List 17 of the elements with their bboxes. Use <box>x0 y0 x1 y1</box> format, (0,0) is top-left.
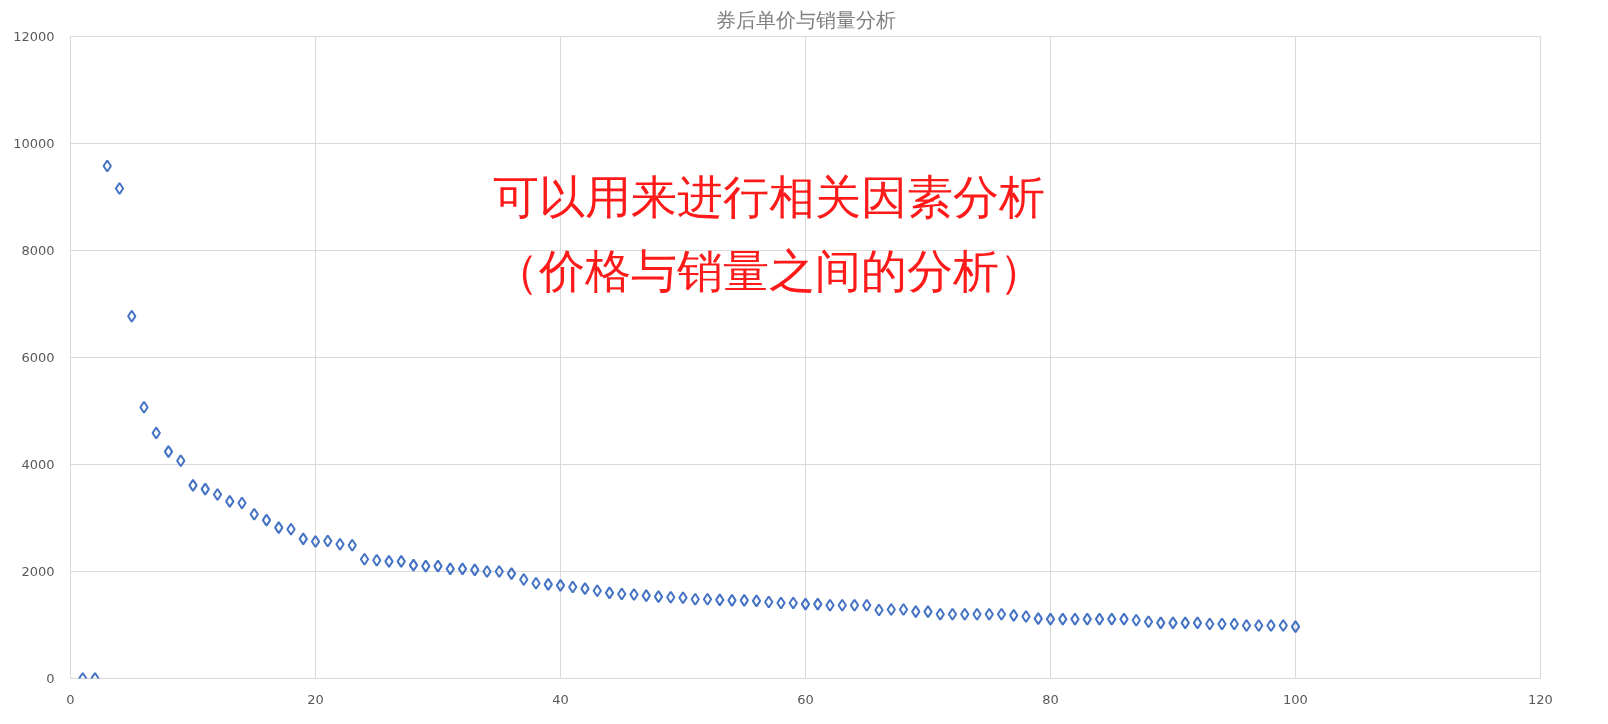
y-tick-label: 8000 <box>21 243 55 258</box>
x-tick-label: 0 <box>66 691 75 707</box>
y-tick-label: 4000 <box>21 457 55 472</box>
annotation: 可以用来进行相关因素分析 <box>492 170 1045 224</box>
x-tick-label: 60 <box>797 691 814 707</box>
x-tick-label: 100 <box>1283 691 1308 707</box>
y-tick-label: 12000 <box>13 29 55 44</box>
x-tick-label: 120 <box>1528 691 1553 707</box>
chart-title: 券后单价与销量分析 <box>715 7 896 32</box>
y-tick-label: 6000 <box>21 350 55 365</box>
x-tick-label: 40 <box>552 691 569 707</box>
annotation: （价格与销量之间的分析） <box>492 243 1045 298</box>
y-tick-label: 10000 <box>13 136 55 151</box>
x-tick-label: 20 <box>307 691 324 707</box>
y-tick-label: 2000 <box>21 564 55 579</box>
x-tick-label: 80 <box>1042 691 1059 707</box>
y-tick-label: 0 <box>46 671 55 686</box>
